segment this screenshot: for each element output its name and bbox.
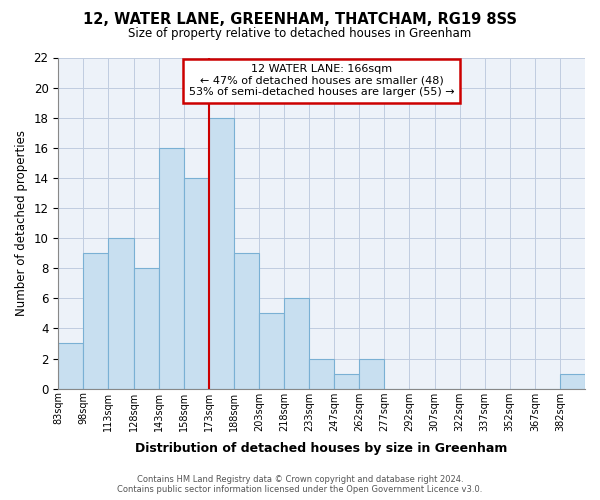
Bar bbox=[284, 298, 309, 388]
Bar bbox=[83, 253, 109, 388]
Bar bbox=[209, 118, 234, 388]
Bar bbox=[109, 238, 134, 388]
Bar bbox=[259, 314, 284, 388]
Bar bbox=[309, 358, 334, 388]
Bar bbox=[158, 148, 184, 388]
Text: 12, WATER LANE, GREENHAM, THATCHAM, RG19 8SS: 12, WATER LANE, GREENHAM, THATCHAM, RG19… bbox=[83, 12, 517, 28]
Text: Size of property relative to detached houses in Greenham: Size of property relative to detached ho… bbox=[128, 28, 472, 40]
Bar bbox=[134, 268, 158, 388]
Bar bbox=[234, 253, 259, 388]
Bar bbox=[58, 344, 83, 388]
Bar bbox=[184, 178, 209, 388]
Y-axis label: Number of detached properties: Number of detached properties bbox=[15, 130, 28, 316]
Text: 12 WATER LANE: 166sqm
← 47% of detached houses are smaller (48)
53% of semi-deta: 12 WATER LANE: 166sqm ← 47% of detached … bbox=[189, 64, 454, 98]
X-axis label: Distribution of detached houses by size in Greenham: Distribution of detached houses by size … bbox=[136, 442, 508, 455]
Bar bbox=[334, 374, 359, 388]
Text: Contains HM Land Registry data © Crown copyright and database right 2024.
Contai: Contains HM Land Registry data © Crown c… bbox=[118, 474, 482, 494]
Bar bbox=[359, 358, 385, 388]
Bar bbox=[560, 374, 585, 388]
